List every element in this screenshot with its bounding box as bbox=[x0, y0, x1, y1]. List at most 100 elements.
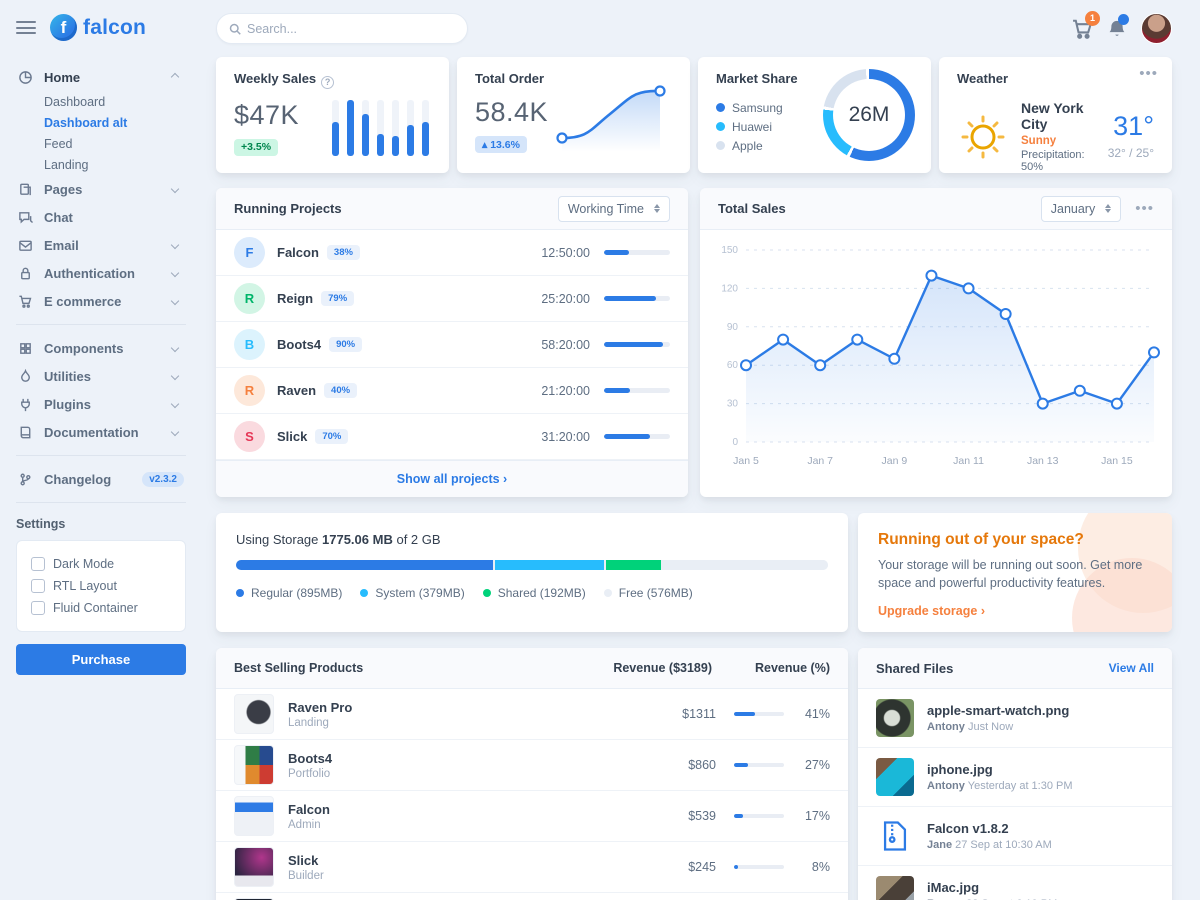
checkbox-box[interactable] bbox=[31, 601, 45, 615]
file-name[interactable]: iphone.jpg bbox=[927, 762, 993, 777]
sidebar-subitem-feed[interactable]: Feed bbox=[44, 136, 73, 151]
project-progress-badge: 40% bbox=[324, 383, 358, 398]
svg-text:Jan 9: Jan 9 bbox=[882, 455, 908, 467]
product-name[interactable]: Slick bbox=[288, 852, 319, 868]
file-name[interactable]: iMac.jpg bbox=[927, 880, 980, 895]
file-meta: Antony Yesterday at 1:30 PM bbox=[927, 780, 1073, 792]
sidebar-item-home[interactable]: Home bbox=[16, 63, 186, 91]
svg-text:60: 60 bbox=[727, 360, 739, 371]
revenue-column-header: Revenue ($3189) bbox=[613, 661, 712, 675]
product-row[interactable]: Slick Builder $245 8% bbox=[216, 842, 848, 893]
file-author: Jane bbox=[927, 839, 953, 851]
nav-divider bbox=[16, 324, 186, 325]
project-name[interactable]: Slick bbox=[277, 429, 308, 444]
falcon-logo-icon: f bbox=[50, 14, 77, 41]
checkbox-box[interactable] bbox=[31, 557, 45, 571]
shared-files-card: Shared Files View All apple-smart-watch.… bbox=[858, 648, 1172, 900]
storage-segment bbox=[605, 560, 661, 570]
legend-label: Free (576MB) bbox=[618, 585, 693, 600]
total-sales-title: Total Sales bbox=[718, 201, 786, 216]
checkbox-box[interactable] bbox=[31, 579, 45, 593]
weather-city: New York City bbox=[1021, 100, 1084, 132]
sidebar-item-changelog[interactable]: Changelog v2.3.2 bbox=[16, 465, 186, 493]
sidebar-item-pages[interactable]: Pages bbox=[16, 175, 186, 203]
purchase-button[interactable]: Purchase bbox=[16, 644, 186, 675]
market-share-legend: Samsung Huawei Apple bbox=[716, 98, 913, 155]
notifications-button[interactable] bbox=[1107, 13, 1129, 39]
chevron-down-icon bbox=[170, 268, 180, 278]
project-row[interactable]: R Reign 79% 25:20:00 bbox=[216, 276, 688, 322]
notification-dot bbox=[1118, 13, 1129, 25]
sidebar-subitem-landing[interactable]: Landing bbox=[44, 157, 89, 172]
project-name[interactable]: Reign bbox=[277, 291, 314, 306]
svg-text:Jan 13: Jan 13 bbox=[1027, 455, 1059, 467]
legend-dot bbox=[716, 141, 725, 150]
project-progress-fill bbox=[604, 342, 664, 347]
search-input[interactable] bbox=[247, 21, 455, 36]
month-select[interactable]: January bbox=[1040, 195, 1122, 222]
project-progress-badge: 38% bbox=[326, 245, 360, 260]
product-row[interactable] bbox=[216, 893, 848, 900]
hamburger-menu-icon[interactable] bbox=[16, 19, 36, 36]
project-row[interactable]: B Boots4 90% 58:20:00 bbox=[216, 322, 688, 368]
brand-logo[interactable]: f falcon bbox=[50, 14, 146, 41]
view-all-link[interactable]: View All bbox=[1108, 661, 1154, 675]
file-name[interactable]: apple-smart-watch.png bbox=[927, 703, 1070, 718]
product-thumbnail bbox=[234, 694, 274, 734]
checkbox-dark-mode[interactable]: Dark Mode bbox=[31, 553, 171, 575]
storage-legend-item: Free (576MB) bbox=[603, 583, 693, 602]
sidebar-subitem-dashboard-alt[interactable]: Dashboard alt bbox=[44, 115, 128, 130]
product-name[interactable]: Falcon bbox=[288, 801, 330, 817]
file-info: iMac.jpg Rowen 23 Sep at 6:10 PM bbox=[927, 880, 1057, 900]
project-name[interactable]: Boots4 bbox=[277, 337, 322, 352]
sidebar-subitem-dashboard[interactable]: Dashboard bbox=[44, 94, 106, 109]
working-time-select[interactable]: Working Time bbox=[557, 195, 670, 222]
show-all-projects-link[interactable]: Show all projects › bbox=[396, 472, 508, 486]
project-time: 25:20:00 bbox=[541, 291, 590, 306]
shared-file-row[interactable]: Falcon v1.8.2 Jane 27 Sep at 10:30 AM bbox=[858, 806, 1172, 865]
sidebar-item-components[interactable]: Components bbox=[16, 334, 186, 362]
product-thumbnail bbox=[234, 745, 274, 785]
checkbox-rtl-layout[interactable]: RTL Layout bbox=[31, 575, 171, 597]
shared-file-row[interactable]: iphone.jpg Antony Yesterday at 1:30 PM bbox=[858, 747, 1172, 806]
user-avatar[interactable] bbox=[1141, 13, 1172, 44]
project-row[interactable]: S Slick 70% 31:20:00 bbox=[216, 414, 688, 460]
weekly-sales-bar-chart bbox=[332, 100, 429, 156]
product-row[interactable]: Raven Pro Landing $1311 41% bbox=[216, 689, 848, 740]
sort-arrows-icon bbox=[654, 204, 660, 213]
product-name[interactable]: Raven Pro bbox=[288, 699, 353, 715]
branch-icon bbox=[18, 471, 34, 487]
weather-precipitation: Precipitation: 50% bbox=[1021, 149, 1085, 173]
shared-file-row[interactable]: apple-smart-watch.png Antony Just Now bbox=[858, 689, 1172, 747]
project-progress-bar bbox=[604, 342, 670, 347]
sidebar-item-email[interactable]: Email bbox=[16, 231, 186, 259]
project-row[interactable]: R Raven 40% 21:20:00 bbox=[216, 368, 688, 414]
shared-file-row[interactable]: iMac.jpg Rowen 23 Sep at 6:10 PM bbox=[858, 865, 1172, 900]
product-name[interactable]: Boots4 bbox=[288, 750, 333, 766]
help-icon[interactable]: ? bbox=[321, 75, 335, 89]
product-row[interactable]: Boots4 Portfolio $860 27% bbox=[216, 740, 848, 791]
project-progress-fill bbox=[604, 296, 657, 301]
file-name[interactable]: Falcon v1.8.2 bbox=[927, 821, 1009, 836]
weather-card: Weather ••• New York City Sunny Precipit… bbox=[939, 57, 1172, 173]
project-name[interactable]: Raven bbox=[277, 383, 317, 398]
weather-menu-icon[interactable]: ••• bbox=[1139, 65, 1158, 82]
total-sales-menu-icon[interactable]: ••• bbox=[1135, 199, 1154, 217]
sidebar-item-utilities[interactable]: Utilities bbox=[16, 362, 186, 390]
storage-progress-bar bbox=[236, 560, 828, 570]
product-category: Admin bbox=[288, 818, 321, 831]
sidebar-item-e-commerce[interactable]: E commerce bbox=[16, 287, 186, 315]
project-name[interactable]: Falcon bbox=[277, 245, 319, 260]
upgrade-storage-link[interactable]: Upgrade storage › bbox=[878, 604, 985, 619]
checkbox-fluid-container[interactable]: Fluid Container bbox=[31, 597, 171, 619]
product-row[interactable]: Falcon Admin $539 17% bbox=[216, 791, 848, 842]
sidebar-item-plugins[interactable]: Plugins bbox=[16, 390, 186, 418]
chevron-down-icon bbox=[170, 371, 180, 381]
sidebar-item-documentation[interactable]: Documentation bbox=[16, 418, 186, 446]
cart-button[interactable]: 1 bbox=[1071, 10, 1100, 40]
sidebar-item-authentication[interactable]: Authentication bbox=[16, 259, 186, 287]
sidebar-item-chat[interactable]: Chat bbox=[16, 203, 186, 231]
search-box[interactable] bbox=[216, 13, 468, 44]
project-row[interactable]: F Falcon 38% 12:50:00 bbox=[216, 230, 688, 276]
svg-text:120: 120 bbox=[721, 283, 738, 294]
